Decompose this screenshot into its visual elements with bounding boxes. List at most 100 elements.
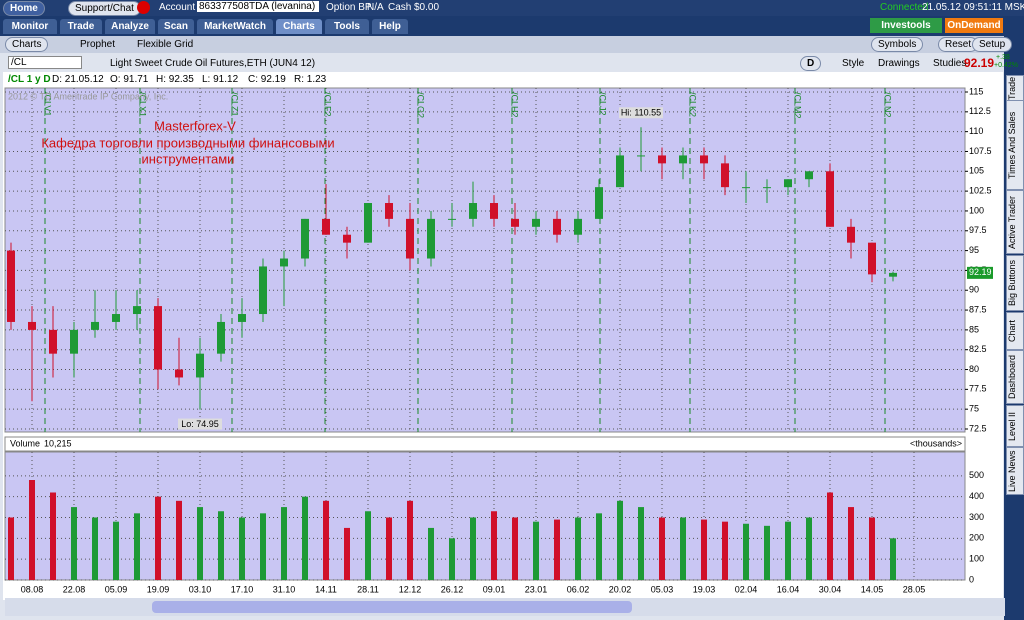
charts-button[interactable]: Charts bbox=[5, 37, 49, 52]
candle-body bbox=[637, 155, 645, 157]
x-tick-label: 31.10 bbox=[273, 584, 296, 594]
side-tab[interactable]: Dashboard bbox=[1006, 350, 1024, 404]
x-tick-label: 20.02 bbox=[609, 584, 632, 594]
volume-bar bbox=[533, 521, 539, 580]
x-tick-label: 06.02 bbox=[567, 584, 590, 594]
tab[interactable]: MarketWatch bbox=[197, 19, 273, 34]
volume-bar bbox=[785, 521, 791, 580]
volume-bar bbox=[344, 527, 350, 580]
lo-label: Lo: 74.95 bbox=[181, 419, 219, 429]
support-button[interactable]: Support/Chat bbox=[68, 1, 141, 16]
x-tick-label: 05.09 bbox=[105, 584, 128, 594]
grid-button[interactable]: Flexible Grid bbox=[137, 39, 194, 50]
x-tick-label: 22.08 bbox=[63, 584, 86, 594]
candle-body bbox=[259, 266, 267, 315]
volume-bar bbox=[197, 507, 203, 580]
candle-body bbox=[280, 258, 288, 267]
volume-bar bbox=[743, 523, 749, 580]
tab[interactable]: Charts bbox=[276, 19, 322, 34]
roll-label: /CLV1 bbox=[43, 92, 53, 116]
volume-bar bbox=[701, 519, 707, 580]
x-tick-label: 03.10 bbox=[189, 584, 212, 594]
side-tab[interactable]: Level II bbox=[1006, 405, 1024, 447]
x-tick-label: 19.09 bbox=[147, 584, 170, 594]
candle-body bbox=[742, 187, 750, 189]
roll-label: /CLH2 bbox=[510, 92, 520, 118]
roll-label: /CLK2 bbox=[688, 92, 698, 117]
setup-button[interactable]: Setup bbox=[972, 37, 1013, 52]
tab[interactable]: Trade bbox=[60, 19, 102, 34]
volume-bar bbox=[50, 492, 56, 580]
tab[interactable]: Help bbox=[372, 19, 408, 34]
cash: $0.00 bbox=[414, 2, 440, 13]
candle-body bbox=[805, 171, 813, 180]
symbols-button[interactable]: Symbols bbox=[871, 37, 924, 52]
side-tab[interactable]: Active Trader bbox=[1006, 190, 1024, 254]
side-tab[interactable]: Big Buttons bbox=[1006, 255, 1024, 311]
volume-bar bbox=[29, 480, 35, 580]
candle-body bbox=[616, 155, 624, 188]
y-tick-label: 115 bbox=[969, 86, 983, 96]
x-tick-label: 05.03 bbox=[651, 584, 674, 594]
tab[interactable]: Scan bbox=[158, 19, 194, 34]
partner-link[interactable]: OnDemand bbox=[945, 18, 1003, 33]
volume-bar bbox=[659, 517, 665, 580]
y-tick-label: 75 bbox=[969, 404, 979, 414]
volume-bar bbox=[8, 517, 14, 580]
volume-bar bbox=[869, 517, 875, 580]
x-tick-label: 28.05 bbox=[903, 584, 926, 594]
tab[interactable]: Tools bbox=[325, 19, 369, 34]
candle-body bbox=[553, 218, 561, 235]
roll-label: /CLJ2 bbox=[598, 92, 608, 116]
period-button[interactable]: D bbox=[800, 56, 822, 71]
y-tick-label: 90 bbox=[969, 285, 979, 295]
x-tick-label: 02.04 bbox=[735, 584, 758, 594]
candle-body bbox=[217, 321, 225, 354]
side-tab[interactable]: Times And Sales bbox=[1006, 100, 1024, 190]
style-button[interactable]: Style bbox=[842, 58, 865, 69]
last-box bbox=[967, 266, 993, 279]
record-icon[interactable] bbox=[137, 1, 150, 14]
account-label: Account bbox=[159, 2, 196, 13]
volume-bar bbox=[680, 517, 686, 580]
side-tab[interactable]: Chart bbox=[1006, 312, 1024, 350]
volume-bar bbox=[92, 517, 98, 580]
x-tick-label: 30.04 bbox=[819, 584, 842, 594]
candle-body bbox=[364, 203, 372, 243]
y-tick-label: 105 bbox=[969, 166, 984, 176]
reset-button[interactable]: Reset bbox=[938, 37, 979, 52]
hi-box bbox=[619, 107, 663, 119]
candle-body bbox=[70, 329, 78, 354]
volume-bar bbox=[428, 527, 434, 580]
tab[interactable]: Analyze bbox=[105, 19, 155, 34]
cash-label: Cash bbox=[388, 2, 412, 13]
y-tick-label: 72.5 bbox=[969, 423, 987, 433]
volume-bar bbox=[512, 517, 518, 580]
y-tick-label: 97.5 bbox=[969, 225, 987, 235]
candle-body bbox=[532, 218, 540, 227]
roll-label: /CLX1 bbox=[138, 92, 148, 117]
annotation: Masterforex-V bbox=[154, 118, 236, 133]
volume-bar bbox=[470, 517, 476, 580]
prophet-button[interactable]: Prophet bbox=[80, 39, 116, 50]
account-field[interactable]: 863377508TDA (levanina) bbox=[197, 1, 319, 12]
drawings-button[interactable]: Drawings bbox=[878, 58, 920, 69]
candle-body bbox=[721, 163, 729, 188]
side-tab[interactable]: Live News bbox=[1006, 447, 1024, 495]
volume-last: 10,215 bbox=[44, 438, 72, 448]
info-item: R: 1.23 bbox=[294, 74, 327, 85]
studies-button[interactable]: Studies bbox=[933, 58, 967, 69]
symbol-field[interactable]: /CL bbox=[8, 56, 82, 69]
roll-label: /CLZ1 bbox=[230, 92, 240, 117]
volume-bar bbox=[71, 507, 77, 580]
partner-link[interactable]: Investools bbox=[870, 18, 942, 33]
x-tick-label: 14.11 bbox=[315, 584, 337, 594]
tab[interactable]: Monitor bbox=[3, 19, 57, 34]
roll-label: /CLM2 bbox=[793, 92, 803, 119]
side-tab[interactable]: Trade bbox=[1006, 75, 1024, 101]
info-item: D: 21.05.12 bbox=[52, 74, 104, 85]
y-tick-label: 110 bbox=[969, 126, 983, 136]
last-label: 92.19 bbox=[969, 267, 992, 277]
home-button[interactable]: Home bbox=[3, 1, 45, 16]
